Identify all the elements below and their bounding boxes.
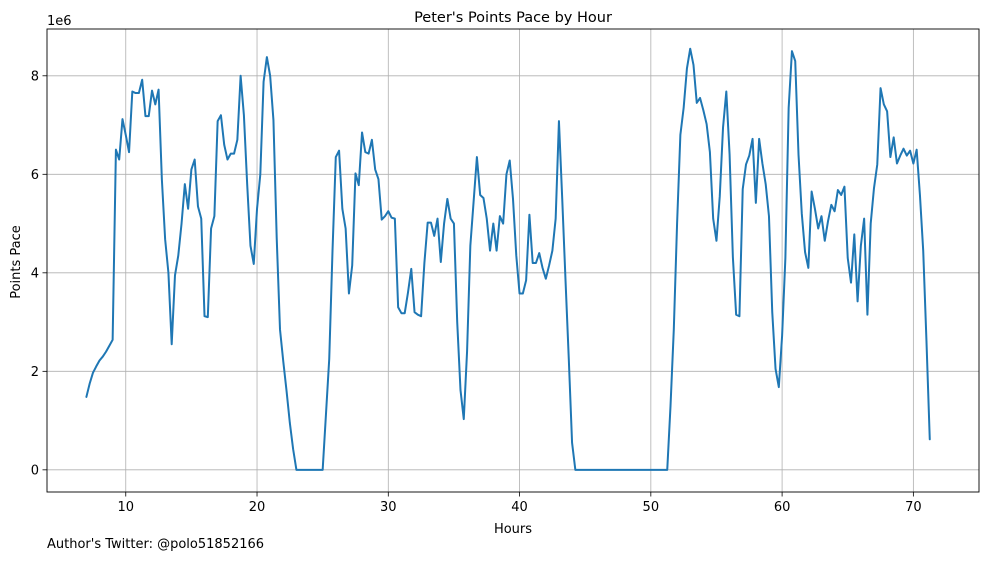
series-line — [85, 47, 931, 471]
x-tick-label-1: 20 — [249, 500, 266, 515]
y-tick-label-0: 0 — [31, 463, 39, 478]
grid-lines — [47, 29, 979, 492]
y-tick-label-2: 4 — [31, 266, 39, 281]
x-axis: 10 20 30 40 50 60 70 — [117, 492, 922, 515]
x-tick-label-4: 50 — [643, 500, 660, 515]
chart-title: Peter's Points Pace by Hour — [414, 10, 612, 26]
x-tick-label-3: 40 — [511, 500, 528, 515]
x-tick-label-0: 10 — [117, 500, 134, 515]
author-credit: Author's Twitter: @polo51852166 — [47, 537, 265, 552]
y-tick-label-1: 2 — [31, 365, 39, 380]
y-axis: 0 2 4 6 8 — [31, 69, 47, 478]
x-axis-label: Hours — [494, 522, 532, 537]
y-axis-offset-label: 1e6 — [47, 14, 72, 29]
y-tick-label-4: 8 — [31, 69, 39, 84]
x-tick-label-5: 60 — [774, 500, 791, 515]
plot-frame — [46, 28, 980, 493]
x-tick-label-6: 70 — [905, 500, 922, 515]
x-tick-label-2: 30 — [380, 500, 397, 515]
y-tick-label-3: 6 — [31, 168, 39, 183]
y-axis-label: Points Pace — [9, 225, 24, 299]
